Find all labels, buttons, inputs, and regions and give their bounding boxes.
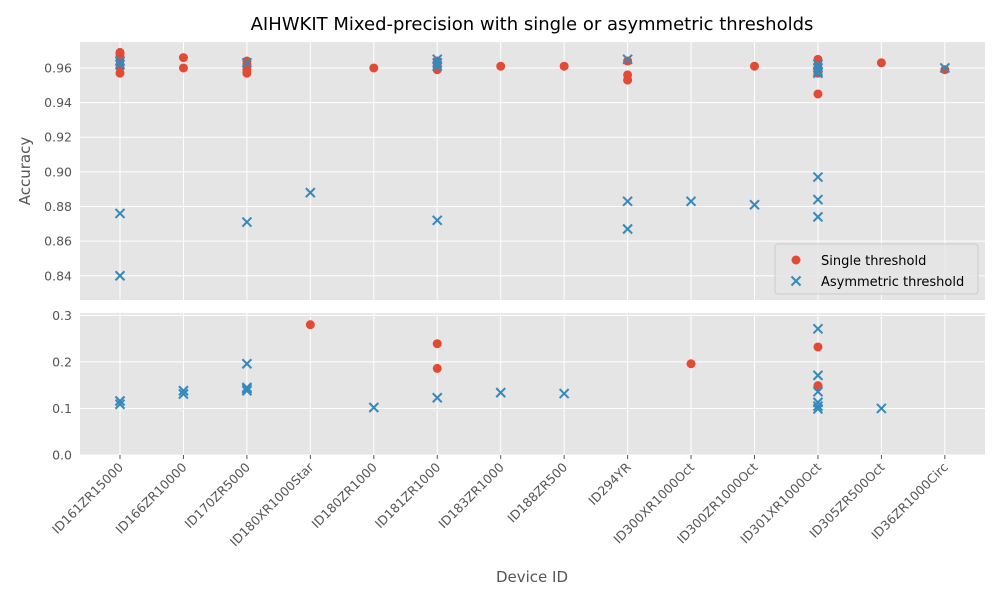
asymmetric-threshold-point	[114, 59, 126, 70]
asymmetric-threshold-point	[241, 57, 253, 68]
x-axis-label: Device ID	[496, 568, 568, 586]
asymmetric-threshold-point	[241, 216, 253, 228]
asymmetric-threshold-point	[558, 388, 570, 399]
asymmetric-threshold-point	[241, 358, 253, 369]
single-threshold-point	[813, 89, 823, 99]
asymmetric-threshold-point	[432, 57, 443, 68]
x-tick-label: ID170ZR5000	[181, 459, 253, 531]
y-axis-label: Accuracy	[16, 137, 34, 206]
asymmetric-threshold-point	[178, 385, 189, 396]
asymmetric-threshold-point	[114, 399, 126, 410]
asymmetric-threshold-point	[749, 199, 760, 210]
asymmetric-threshold-point	[812, 66, 824, 77]
legend-asymmetric-marker	[790, 275, 802, 287]
x-tick-label: ID181ZR1000	[372, 459, 444, 531]
single-threshold-point	[813, 342, 823, 352]
asymmetric-threshold-point	[812, 171, 824, 183]
bottom-plot-area	[80, 313, 985, 455]
x-tick-label: ID183ZR1000	[435, 459, 507, 531]
single-threshold-point	[178, 63, 188, 73]
asymmetric-threshold-point	[622, 223, 633, 235]
y-tick-label: 0.1	[52, 401, 72, 416]
asymmetric-threshold-point	[432, 392, 443, 403]
asymmetric-threshold-point	[939, 62, 951, 74]
asymmetric-threshold-point	[876, 403, 887, 414]
single-threshold-point	[242, 68, 252, 78]
single-threshold-point	[623, 56, 633, 66]
legend-single-marker	[791, 255, 801, 265]
single-threshold-point	[305, 320, 315, 330]
y-tick-label: 0.94	[44, 95, 72, 110]
single-threshold-point	[559, 61, 569, 71]
asymmetric-threshold-point	[685, 196, 697, 207]
bottom-panel: 0.0 0.1 0.2 0.3	[52, 308, 985, 463]
asymmetric-threshold-point	[812, 403, 824, 415]
x-tick-label: ID294YR	[585, 459, 634, 508]
asymmetric-threshold-point	[432, 61, 443, 72]
asymmetric-threshold-point	[812, 194, 824, 205]
y-tick-label: 0.90	[44, 164, 72, 179]
y-tick-label: 0.86	[44, 234, 72, 249]
asymmetric-threshold-point	[114, 55, 126, 67]
asymmetric-threshold-point	[114, 395, 126, 407]
asymmetric-threshold-point	[368, 402, 380, 413]
asymmetric-threshold-point	[812, 211, 824, 223]
single-threshold-point	[686, 359, 696, 369]
y-tick-label: 0.88	[44, 199, 72, 214]
single-threshold-point	[876, 58, 886, 68]
asymmetric-threshold-point	[432, 215, 443, 226]
asymmetric-threshold-point	[241, 383, 253, 395]
single-threshold-point	[178, 53, 188, 63]
single-threshold-point	[623, 75, 633, 85]
asymmetric-threshold-point	[178, 388, 189, 400]
single-threshold-point	[750, 61, 759, 71]
y-tick-label: 0.92	[44, 130, 72, 145]
asymmetric-threshold-point	[622, 54, 633, 65]
y-tick-label: 0.96	[44, 60, 72, 75]
single-threshold-point	[432, 363, 442, 373]
x-tick-label: ID180ZR1000	[308, 459, 380, 531]
y-tick-label: 0.3	[52, 308, 72, 323]
asymmetric-threshold-point	[812, 386, 824, 397]
single-threshold-point	[369, 63, 379, 73]
chart-title: AIHWKIT Mixed-precision with single or a…	[251, 14, 814, 35]
single-threshold-point	[496, 61, 506, 71]
asymmetric-threshold-point	[812, 67, 824, 79]
asymmetric-threshold-point	[495, 387, 506, 398]
asymmetric-threshold-point	[812, 400, 824, 412]
asymmetric-threshold-point	[241, 385, 253, 396]
y-tick-label: 0.2	[52, 354, 72, 369]
legend-box	[774, 243, 979, 295]
legend-asymmetric-label: Asymmetric threshold	[821, 275, 964, 290]
asymmetric-threshold-point	[812, 370, 824, 381]
x-tick-label: ID188ZR500	[504, 459, 570, 525]
asymmetric-threshold-point	[812, 323, 824, 335]
y-tick-label: 0.84	[44, 268, 72, 283]
asymmetric-threshold-point	[622, 196, 633, 207]
x-axis-ticks: ID161ZR15000ID166ZR10000ID170ZR5000ID180…	[49, 455, 951, 549]
single-threshold-point	[813, 382, 823, 392]
asymmetric-threshold-point	[114, 208, 126, 219]
single-threshold-point	[940, 65, 950, 75]
legend-single-label: Single threshold	[821, 254, 926, 269]
y-tick-label: 0.0	[52, 448, 72, 463]
single-threshold-point	[432, 339, 442, 349]
asymmetric-threshold-point	[305, 187, 316, 198]
asymmetric-threshold-point	[114, 270, 126, 281]
single-threshold-point	[115, 68, 125, 78]
legend: Single threshold Asymmetric threshold	[774, 243, 979, 295]
